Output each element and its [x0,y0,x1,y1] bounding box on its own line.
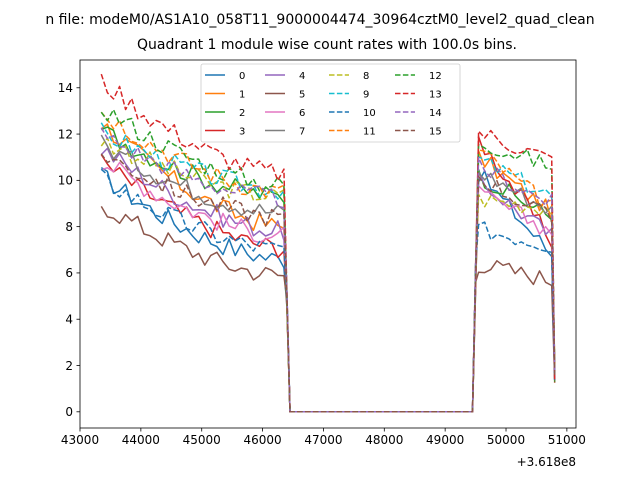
x-axis: 43000 44000 45000 46000 47000 48000 49000 50000… [61,428,586,447]
legend-label-6: 6 [299,108,305,119]
x-tick-label-47000: 47000 [304,433,342,447]
y-axis: 0 2 4 6 8 10 12 14 [58,81,80,419]
series-line-3 [100,135,556,413]
y-tick-label-0: 0 [65,405,73,419]
legend-label-5: 5 [299,89,305,100]
y-tick-label-14: 14 [58,81,73,95]
chart-suptitle: n file: modeM0/AS1A10_058T11_9000004474_… [45,12,594,28]
legend-box [200,63,461,143]
x-offset-label: +3.618e8 [517,455,576,469]
x-tick-label-48000: 48000 [365,433,403,447]
series-line-4 [100,147,556,413]
legend-label-1: 1 [239,89,245,100]
legend-label-0: 0 [239,71,245,82]
legend-label-10: 10 [363,108,376,119]
series-line-2 [101,126,556,413]
y-tick-label-6: 6 [65,266,73,280]
legend-label-2: 2 [239,108,245,119]
y-tick-label-12: 12 [58,127,73,141]
legend-label-9: 9 [363,89,369,100]
x-tick-label-51000: 51000 [548,433,586,447]
legend-label-12: 12 [429,71,442,82]
legend-label-8: 8 [363,71,369,82]
y-tick-label-2: 2 [65,359,73,373]
series-line-13 [100,73,556,413]
legend-label-15: 15 [429,126,442,137]
legend-label-4: 4 [299,71,305,82]
legend-label-7: 7 [299,126,305,137]
series-line-9 [100,122,556,413]
x-tick-label-46000: 46000 [243,433,281,447]
y-tick-label-8: 8 [65,220,73,234]
x-tick-label-49000: 49000 [426,433,464,447]
y-tick-label-10: 10 [58,174,73,188]
series-line-15 [100,153,556,413]
plot-area [79,59,577,429]
series-line-5 [100,206,556,413]
plot-frame [79,59,577,429]
series-line-11 [100,111,556,413]
series-line-6 [101,161,556,413]
y-tick-label-4: 4 [65,313,73,327]
legend-label-14: 14 [429,108,442,119]
x-tick-label-45000: 45000 [183,433,221,447]
series-line-12 [100,108,556,413]
x-tick-label-43000: 43000 [61,433,99,447]
series-line-14 [100,127,556,413]
x-tick-label-44000: 44000 [122,433,160,447]
legend-label-3: 3 [239,126,245,137]
legend-label-13: 13 [429,89,442,100]
legend-label-11: 11 [363,126,376,137]
x-tick-label-50000: 50000 [487,433,525,447]
series-line-10 [100,168,556,413]
chart-title: Quadrant 1 module wise count rates with … [137,37,517,53]
